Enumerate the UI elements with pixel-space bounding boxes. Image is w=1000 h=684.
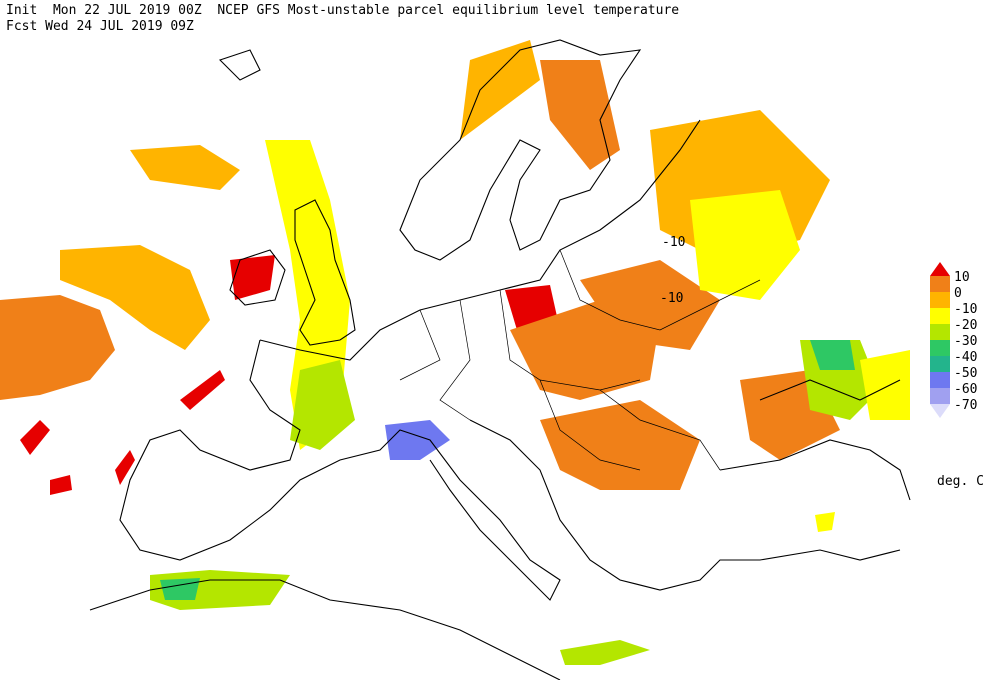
- colorbar: 100-10-20-30-40-50-60-70: [930, 262, 977, 418]
- colorbar-label: -20: [954, 318, 977, 333]
- colorbar-swatch: [930, 372, 950, 388]
- colorbar-label: 10: [954, 270, 970, 285]
- contour-label: -10: [662, 235, 685, 250]
- contour-label: -10: [660, 291, 683, 306]
- colorbar-swatch: [930, 356, 950, 372]
- header-line: Fcst Wed 24 JUL 2019 09Z: [6, 19, 194, 34]
- colorbar-label: -50: [954, 366, 977, 381]
- header-line: Init Mon 22 JUL 2019 00Z NCEP GFS Most-u…: [6, 3, 679, 18]
- field-shading: [0, 40, 910, 665]
- colorbar-swatch: [930, 292, 950, 308]
- colorbar-triangle: [930, 262, 950, 276]
- colorbar-unit: deg. C: [937, 474, 984, 489]
- coastlines: [89, 39, 911, 681]
- borders: [399, 249, 761, 471]
- colorbar-label: -10: [954, 302, 977, 317]
- colorbar-triangle: [930, 404, 950, 418]
- colorbar-label: -60: [954, 382, 977, 397]
- colorbar-label: 0: [954, 286, 962, 301]
- colorbar-label: -40: [954, 350, 977, 365]
- colorbar-swatch: [930, 308, 950, 324]
- colorbar-swatch: [930, 388, 950, 404]
- colorbar-swatch: [930, 276, 950, 292]
- colorbar-swatch: [930, 340, 950, 356]
- colorbar-label: -30: [954, 334, 977, 349]
- colorbar-swatch: [930, 324, 950, 340]
- colorbar-label: -70: [954, 398, 977, 413]
